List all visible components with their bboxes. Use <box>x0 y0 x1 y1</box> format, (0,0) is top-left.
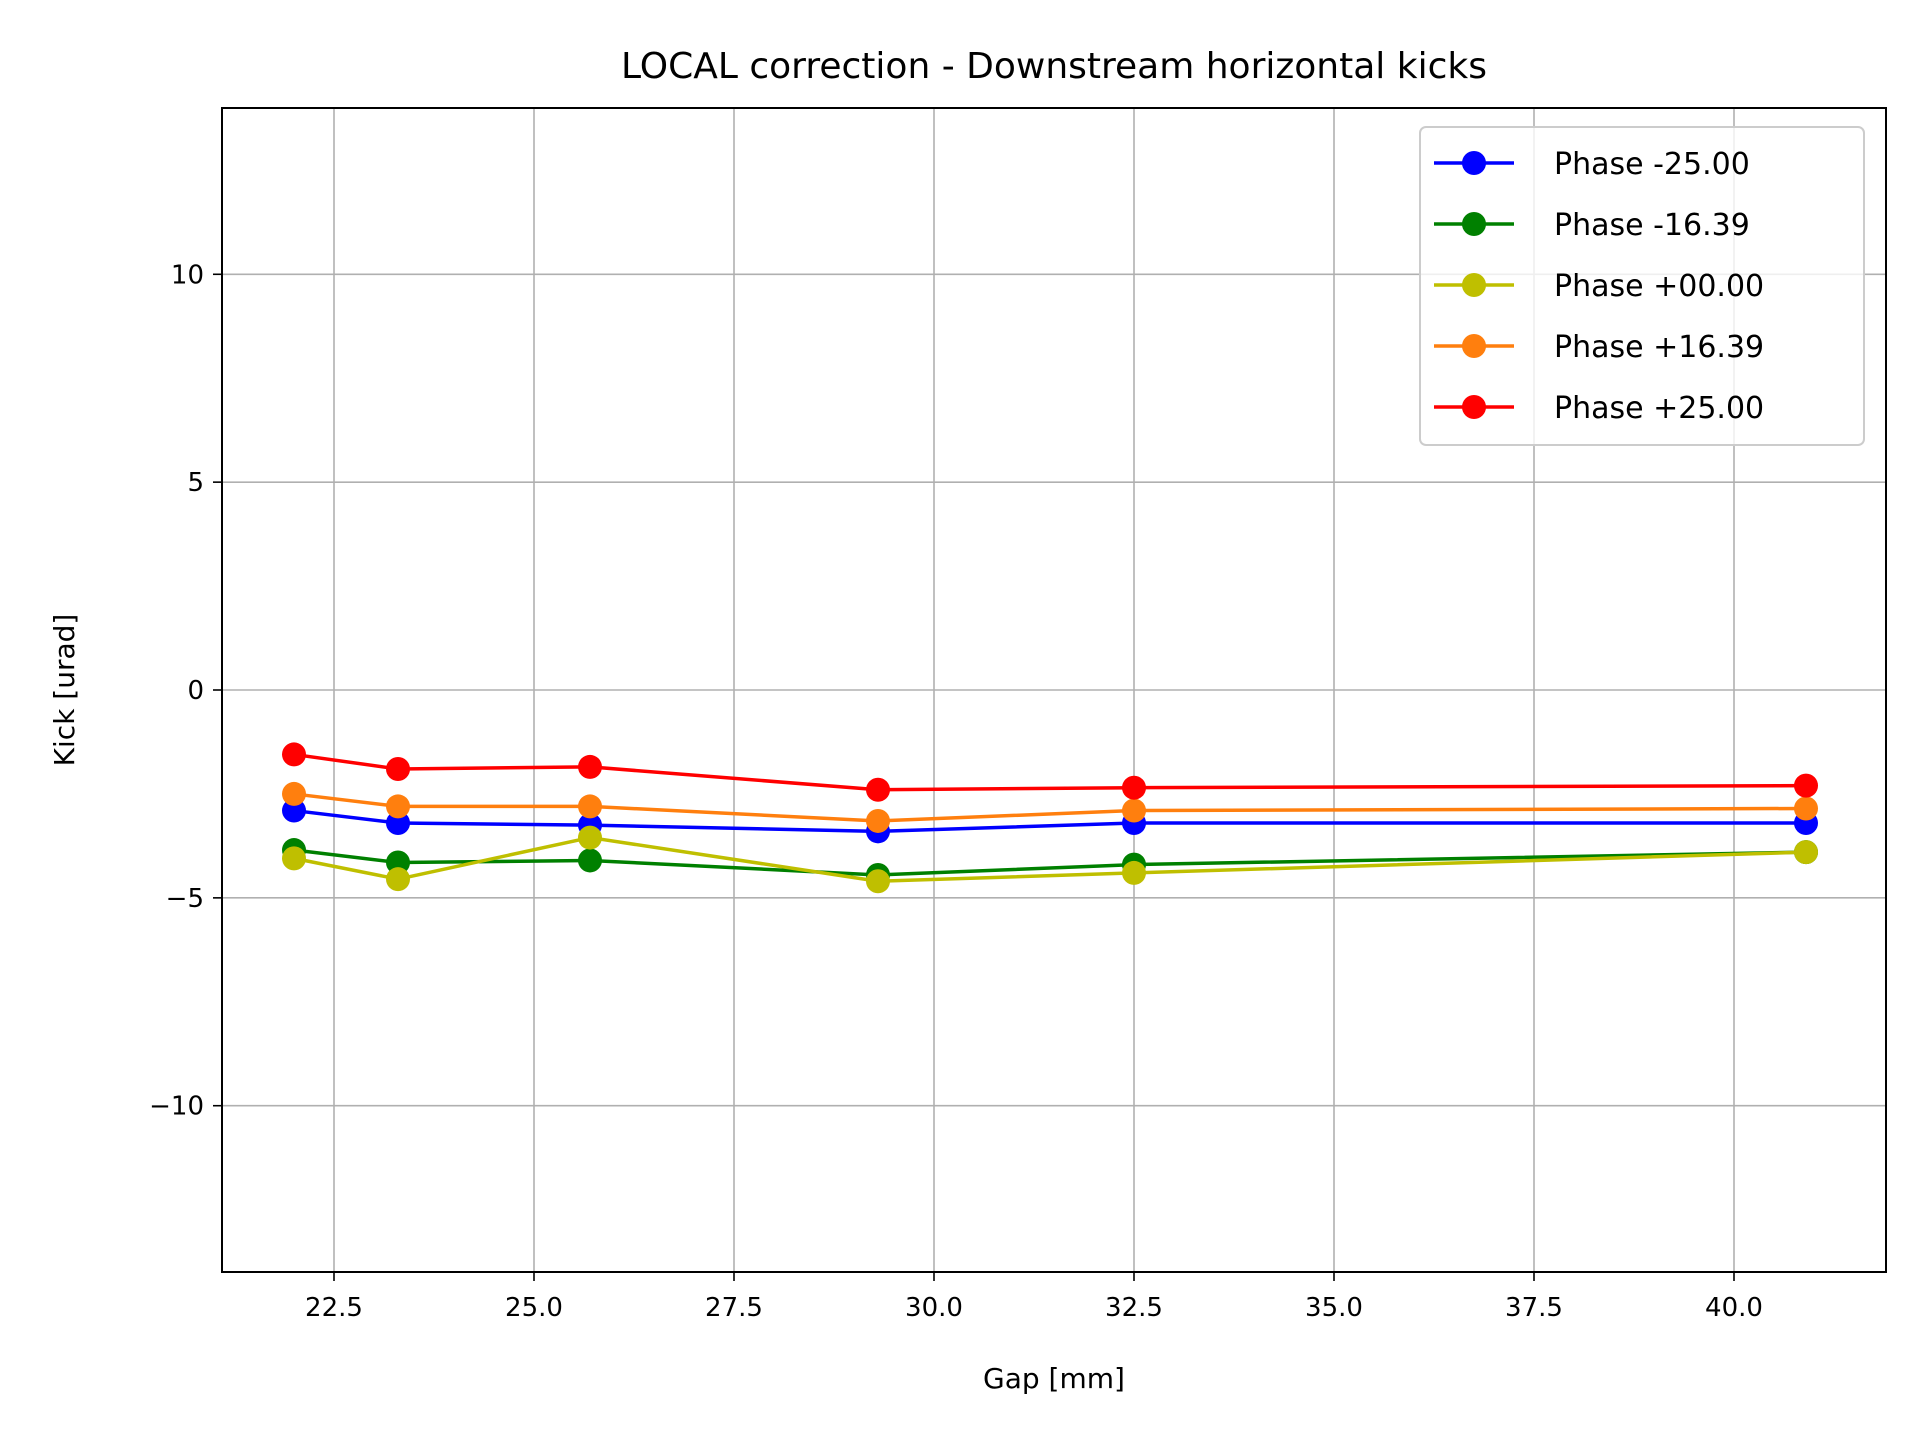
chart-title: LOCAL correction - Downstream horizontal… <box>621 46 1487 87</box>
data-point <box>386 756 410 781</box>
x-tick-label: 30.0 <box>905 1293 963 1323</box>
ticks: 22.5 25.0 27.5 30.0 32.5 35.0 37.5 40.0 −10 −5 0 5 1… <box>149 260 1763 1323</box>
data-point <box>282 798 306 823</box>
data-point <box>866 869 890 894</box>
y-tick-label: −10 <box>149 1092 204 1122</box>
data-point <box>1122 860 1146 885</box>
x-tick-label: 32.5 <box>1105 1293 1163 1323</box>
x-axis-label: Gap [mm] <box>983 1362 1125 1395</box>
data-point <box>386 867 410 892</box>
data-point <box>1122 775 1146 800</box>
series-4 <box>282 742 1818 802</box>
legend-entry: Phase +16.39 <box>1554 330 1764 365</box>
legend-marker <box>1462 273 1486 297</box>
data-point <box>282 846 306 871</box>
x-tick-label: 37.5 <box>1505 1293 1563 1323</box>
legend-marker <box>1462 212 1486 236</box>
data-point <box>1794 773 1818 798</box>
data-point <box>386 850 410 875</box>
legend-entry: Phase +25.00 <box>1554 391 1764 426</box>
data-point <box>1122 798 1146 823</box>
data-point <box>578 848 602 873</box>
data-point <box>282 742 306 767</box>
legend-entry: Phase -25.00 <box>1554 147 1750 182</box>
x-tick-label: 22.5 <box>305 1293 363 1323</box>
data-point <box>866 808 890 833</box>
legend-marker <box>1462 334 1486 358</box>
series-line <box>293 808 1806 834</box>
x-tick-label: 40.0 <box>1705 1293 1763 1323</box>
series-3 <box>282 781 1818 833</box>
series-line <box>293 835 1807 883</box>
x-tick-label: 25.0 <box>505 1293 563 1323</box>
data-point <box>578 825 602 850</box>
data-point <box>578 794 602 819</box>
y-axis-label: Kick [urad] <box>48 614 81 767</box>
data-point <box>386 794 410 819</box>
data-point <box>578 754 602 779</box>
y-tick-label: 5 <box>187 468 204 498</box>
series-layer <box>282 742 1818 894</box>
data-point <box>282 781 306 806</box>
y-tick-label: 0 <box>187 676 204 706</box>
legend-marker <box>1462 151 1486 175</box>
x-tick-label: 35.0 <box>1305 1293 1363 1323</box>
series-line <box>293 752 1807 792</box>
data-point <box>866 777 890 802</box>
series-line <box>293 792 1807 823</box>
legend-box <box>1419 126 1865 446</box>
y-tick-label: −5 <box>166 884 204 914</box>
data-point <box>1794 796 1818 821</box>
legend-entry: Phase +00.00 <box>1554 269 1764 304</box>
data-point <box>386 811 410 836</box>
y-tick-label: 10 <box>171 260 204 290</box>
legend-marker <box>1462 395 1486 419</box>
legend: Phase -25.00 Phase -16.39 Phase +00.00 Phas… <box>1419 126 1865 446</box>
legend-entry: Phase -16.39 <box>1554 208 1750 243</box>
series-line <box>293 848 1807 877</box>
x-tick-label: 27.5 <box>705 1293 763 1323</box>
data-point <box>1794 840 1818 865</box>
series-2 <box>282 825 1818 894</box>
